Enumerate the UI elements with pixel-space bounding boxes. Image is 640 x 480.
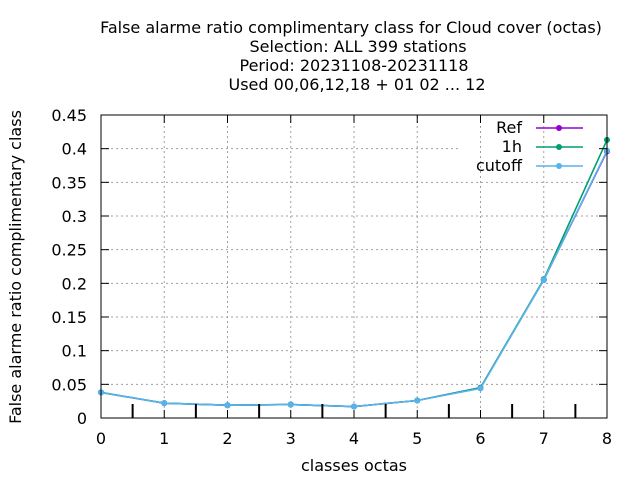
data-point-cutoff [351, 403, 357, 410]
y-tick-label: 0.05 [51, 375, 87, 394]
legend-label: 1h [502, 137, 522, 156]
chart-title-line-1: False alarme ratio complimentary class f… [100, 18, 602, 37]
data-point-cutoff [287, 401, 294, 408]
x-tick-label: 8 [602, 429, 612, 448]
x-tick-label: 0 [96, 429, 106, 448]
series-line-cutoff [100, 150, 608, 408]
series-line-Ref [100, 151, 608, 408]
x-tick-label: 7 [539, 429, 549, 448]
y-axis-label: False alarme ratio complimentary class [6, 110, 25, 424]
y-tick-label: 0.1 [62, 342, 87, 361]
x-tick-label: 4 [349, 429, 359, 448]
y-tick-label: 0.4 [62, 140, 87, 159]
y-tick-label: 0.2 [62, 274, 87, 293]
legend-swatch-marker [556, 125, 562, 131]
data-point-cutoff [540, 276, 547, 283]
x-tick-label: 5 [412, 429, 422, 448]
series-layer [98, 136, 610, 410]
x-tick-label: 2 [222, 429, 232, 448]
chart-title-line-2: Selection: ALL 399 stations [249, 37, 466, 56]
chart-title: False alarme ratio complimentary class f… [100, 18, 602, 94]
y-tick-label: 0.25 [51, 241, 87, 260]
y-tick-label: 0 [77, 409, 87, 428]
legend-swatch-marker [556, 144, 562, 150]
chart-title-line-4: Used 00,06,12,18 + 01 02 ... 12 [229, 75, 486, 94]
grid [101, 115, 607, 418]
y-tick-label: 0.35 [51, 173, 87, 192]
ticks: 0 0.05 0.1 0.15 0.2 0.25 0.3 0.35 0.4 0.45 0 1 2 3 4 5 6… [51, 106, 612, 448]
data-point-cutoff [224, 402, 231, 409]
legend-label: cutoff [476, 156, 523, 175]
y-tick-label: 0.45 [51, 106, 87, 125]
legend-label: Ref [496, 118, 522, 137]
x-axis-label: classes octas [301, 456, 407, 475]
y-tick-label: 0.15 [51, 308, 87, 327]
data-point-cutoff [161, 400, 168, 407]
y-tick-label: 0.3 [62, 207, 87, 226]
chart-title-line-3: Period: 20231108-20231118 [239, 56, 468, 75]
x-tick-label: 3 [286, 429, 296, 448]
legend-swatch-marker [556, 163, 562, 169]
x-tick-label: 1 [159, 429, 169, 448]
data-point-cutoff [477, 385, 484, 392]
x-tick-label: 6 [475, 429, 485, 448]
data-point-cutoff [414, 397, 421, 404]
